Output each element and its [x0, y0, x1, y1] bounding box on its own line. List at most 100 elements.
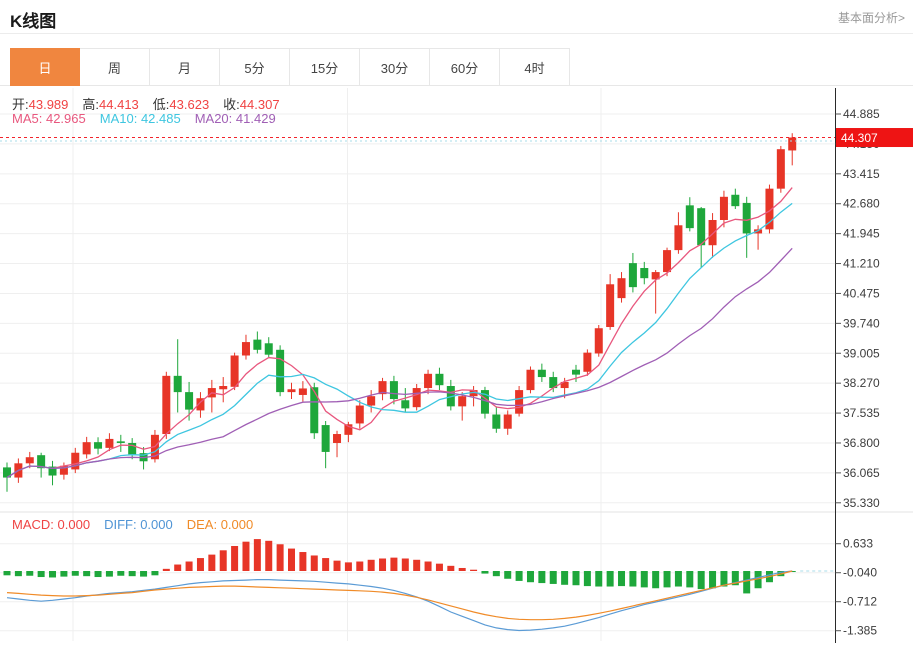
price-tick-label: 36.065: [843, 466, 880, 480]
candle-body: [685, 205, 694, 229]
candle-body: [435, 373, 444, 386]
macd-bar: [731, 571, 739, 586]
candle-body: [515, 390, 524, 414]
candle-body: [344, 424, 353, 435]
macd-tick-label: 0.633: [843, 537, 873, 551]
price-tick-label: 37.535: [843, 406, 880, 420]
fundamental-analysis-link[interactable]: 基本面分析>: [837, 11, 905, 25]
candle-body: [367, 396, 376, 406]
period-tab-strip: 日周月 5分 15分 30分 60分 4时: [0, 48, 913, 86]
candle-body: [310, 387, 319, 434]
price-tick-label: 35.330: [843, 496, 880, 510]
price-tick-label: 44.885: [843, 107, 880, 121]
candle-body: [82, 442, 91, 455]
macd-bar: [37, 571, 45, 578]
macd-bar: [413, 559, 421, 571]
macd-bar: [754, 571, 762, 589]
candle-body: [663, 250, 672, 273]
macd-bar: [276, 544, 284, 571]
macd-bar: [686, 571, 694, 588]
macd-bar: [231, 545, 239, 571]
macd-bar: [60, 571, 68, 577]
kline-chart-area: 44.88544.15043.41542.68041.94541.21040.4…: [0, 88, 913, 643]
candle-body: [321, 425, 330, 452]
macd-bar: [390, 557, 398, 571]
macd-bar: [663, 571, 671, 588]
ma20-line: [6, 247, 793, 479]
candle-body: [583, 352, 592, 372]
candle-body: [788, 137, 797, 151]
candle-body: [651, 272, 660, 280]
candle-body: [230, 355, 239, 387]
candle-body: [94, 442, 103, 449]
candle-body: [25, 457, 34, 464]
macd-bar: [288, 548, 295, 571]
tab-period-0[interactable]: 日: [10, 48, 80, 86]
price-tick-label: 36.800: [843, 436, 880, 450]
price-tick-label: 39.005: [843, 346, 880, 360]
kline-chart-svg: 44.88544.15043.41542.68041.94541.21040.4…: [0, 88, 913, 643]
price-tick-label: 41.210: [843, 257, 880, 271]
macd-bar: [652, 571, 660, 589]
macd-bar: [572, 571, 580, 586]
price-tick-label: 39.740: [843, 316, 880, 330]
candle-body: [287, 389, 296, 393]
dea-line: [6, 570, 793, 621]
macd-bar: [162, 568, 170, 571]
candle-body: [594, 328, 603, 354]
price-tick-label: 43.415: [843, 167, 880, 181]
candle-body: [196, 398, 205, 411]
macd-bar: [640, 571, 648, 588]
candle-body: [412, 388, 421, 408]
tab-period-4[interactable]: 15分: [290, 48, 360, 86]
candle-body: [3, 467, 11, 478]
price-tick-label: 41.945: [843, 227, 880, 241]
tab-period-1[interactable]: 周: [80, 48, 150, 86]
tab-period-5[interactable]: 30分: [360, 48, 430, 86]
macd-bar: [379, 558, 387, 571]
macd-bar: [83, 571, 91, 577]
candle-body: [37, 455, 46, 469]
candle-body: [708, 219, 717, 246]
candle-body: [549, 377, 558, 389]
candle-body: [765, 188, 774, 230]
macd-bar: [151, 571, 159, 576]
candle-body: [105, 438, 114, 448]
candle-body: [298, 388, 307, 395]
price-tick-label: 38.270: [843, 376, 880, 390]
macd-bar: [242, 541, 250, 571]
candle-body: [674, 225, 683, 251]
candle-body: [526, 369, 535, 391]
tab-period-7[interactable]: 4时: [500, 48, 570, 86]
candle-body: [59, 465, 68, 475]
candle-body: [617, 278, 626, 299]
price-tick-label: 42.680: [843, 197, 880, 211]
candle-body: [640, 268, 649, 279]
macd-bar: [3, 571, 11, 576]
candle-body: [389, 381, 398, 400]
macd-bar: [606, 571, 614, 587]
macd-bar: [253, 539, 261, 571]
candle-body: [697, 208, 706, 246]
macd-bar: [674, 571, 682, 587]
macd-bar: [128, 571, 136, 577]
macd-bar: [618, 571, 626, 587]
macd-bar: [447, 565, 455, 571]
macd-bar: [140, 571, 148, 577]
period-tab-row: 日周月 5分 15分 30分 60分 4时: [10, 48, 570, 86]
page-header: K线图 基本面分析>: [0, 0, 913, 33]
tab-period-2[interactable]: 月: [150, 48, 220, 86]
macd-bar: [265, 540, 273, 571]
candle-body: [424, 373, 433, 389]
current-price-badge: [836, 128, 913, 148]
candle-body: [606, 284, 615, 328]
candle-body: [719, 196, 728, 220]
macd-bar: [481, 571, 489, 574]
tab-period-3[interactable]: 5分: [220, 48, 290, 86]
candle-body: [503, 414, 512, 429]
candle-body: [253, 339, 262, 350]
candle-body: [185, 392, 194, 410]
candle-body: [628, 263, 637, 288]
tab-period-6[interactable]: 60分: [430, 48, 500, 86]
macd-bar: [105, 571, 113, 577]
